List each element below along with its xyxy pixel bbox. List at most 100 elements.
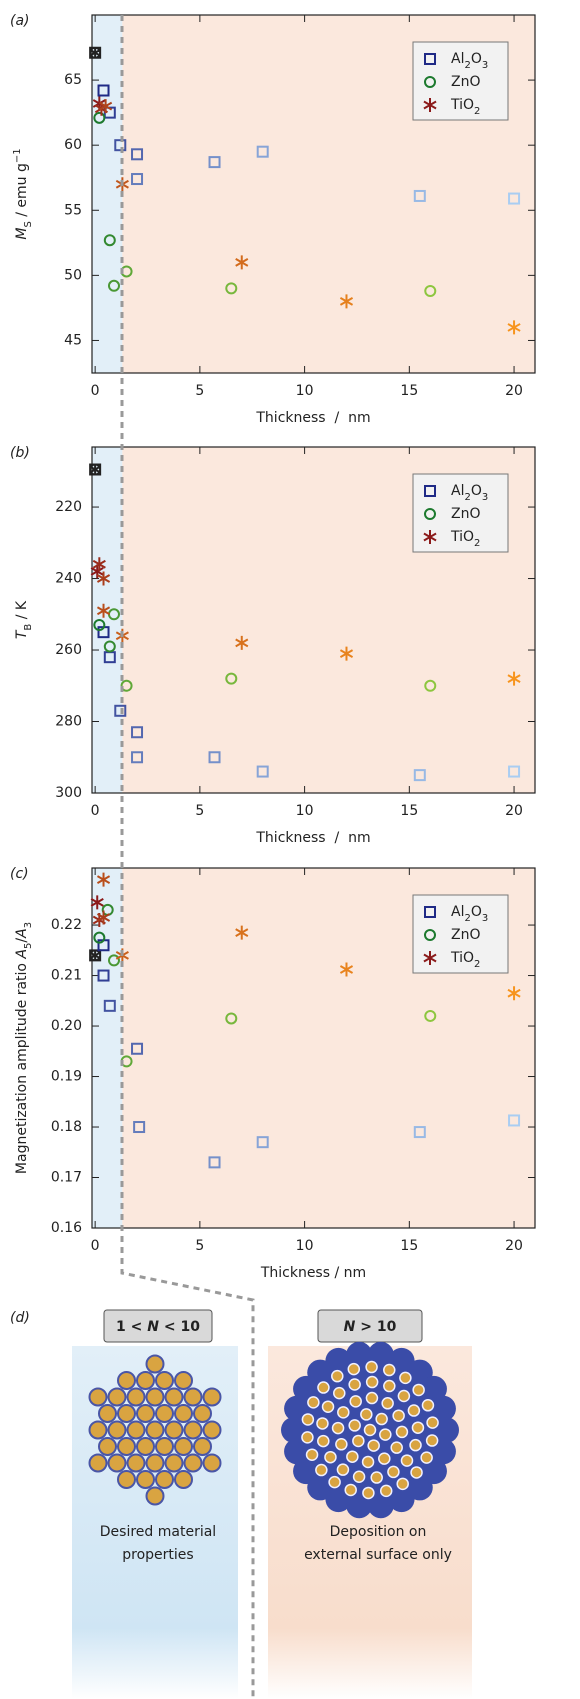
particle [317, 1381, 330, 1394]
particle [375, 1412, 388, 1426]
particle [174, 1437, 193, 1456]
point [133, 1121, 146, 1134]
legend-marker [424, 76, 436, 88]
y-tick-label: 280 [55, 714, 82, 730]
point [103, 640, 116, 653]
y-axis-label-part: −1 [12, 148, 23, 163]
point [96, 571, 111, 586]
y-tick-label: 65 [64, 72, 82, 88]
region-left [92, 868, 123, 1228]
coating [420, 1375, 447, 1402]
point [89, 949, 102, 962]
y-axis-label-part: Magnetization amplitude ratio [14, 959, 30, 1175]
particle [126, 1420, 146, 1440]
point [508, 192, 521, 205]
point [93, 619, 106, 632]
point [107, 279, 120, 292]
box-title-bg [317, 1309, 423, 1343]
legend-label: ZnO [451, 74, 480, 90]
y-tick-label: 220 [55, 499, 82, 515]
particle [174, 1371, 193, 1390]
coating [429, 1395, 456, 1422]
particle [407, 1404, 421, 1417]
x-tick-label: 10 [296, 1238, 314, 1254]
particle [305, 1448, 319, 1461]
point [424, 284, 437, 297]
y-tick-label: 50 [64, 267, 82, 283]
x-tick-label: 20 [505, 383, 523, 399]
particle [365, 1375, 379, 1389]
y-axis-label: Magnetization amplitude ratio A5/A3 [14, 922, 34, 1174]
particle [126, 1387, 146, 1407]
particle [349, 1395, 362, 1408]
box-caption: external surface only [304, 1547, 452, 1563]
particle [421, 1399, 435, 1412]
point [208, 751, 221, 764]
particle [164, 1420, 184, 1440]
y-axis-label-part: / emu g [14, 163, 30, 221]
y-tick-label: 300 [55, 785, 82, 801]
legend-marker [424, 929, 436, 941]
particle [331, 1369, 344, 1383]
legend-marker [424, 906, 436, 918]
y-tick-label: 0.19 [51, 1069, 82, 1085]
particle [410, 1466, 423, 1479]
x-tick-label: 10 [296, 383, 314, 399]
particle [316, 1417, 329, 1430]
x-tick-label: 15 [400, 1238, 418, 1254]
box-title-bg [103, 1309, 213, 1343]
particle [88, 1453, 108, 1473]
point [131, 1042, 144, 1055]
legend-label: Al2O3 [451, 51, 488, 71]
particle [399, 1371, 412, 1385]
particle [397, 1389, 411, 1403]
particle [117, 1404, 136, 1423]
particle [348, 1378, 361, 1391]
point [103, 999, 116, 1012]
particle [136, 1437, 155, 1456]
particle [107, 1387, 127, 1407]
point [89, 46, 102, 59]
y-axis-label-part: M [14, 228, 30, 240]
particle [400, 1454, 414, 1467]
particle [337, 1406, 350, 1419]
y-tick-label: 0.20 [51, 1018, 82, 1034]
panel: 0 5 10 15 20 45 50 55 60 65 Thickness / nm MS / emu… [12, 14, 536, 426]
y-axis-label: MS / emu g−1 [12, 148, 34, 239]
point [131, 148, 144, 161]
particle [346, 1450, 359, 1463]
y-axis-label-part: A [14, 928, 30, 939]
particle [367, 1439, 380, 1452]
coating [346, 1492, 373, 1519]
particle [378, 1452, 391, 1465]
particle [183, 1453, 203, 1473]
particle [396, 1477, 409, 1491]
particle [164, 1453, 184, 1473]
particle [425, 1434, 439, 1447]
legend-label: ZnO [451, 927, 480, 943]
y-tick-label: 0.18 [51, 1119, 82, 1135]
coating [281, 1417, 307, 1443]
region-left [92, 15, 123, 373]
point [107, 954, 120, 967]
particle [202, 1387, 222, 1407]
box-caption: Desired material [100, 1524, 216, 1540]
particle [193, 1437, 212, 1456]
point [97, 84, 110, 97]
point [208, 156, 221, 169]
particle [360, 1408, 373, 1421]
box-caption: Deposition on [330, 1524, 427, 1540]
y-tick-label: 60 [64, 137, 82, 153]
particle [317, 1434, 330, 1448]
particle [347, 1362, 361, 1376]
coating [367, 1492, 394, 1519]
panel: 0 5 10 15 20 220 240 260 280 300 Thickness / nm TB … [14, 446, 536, 846]
particle [352, 1434, 365, 1448]
particle [107, 1420, 127, 1440]
point [508, 1114, 521, 1127]
point [413, 1126, 426, 1139]
particle [336, 1463, 350, 1476]
point [424, 679, 437, 692]
y-axis-label-part: / K [14, 600, 30, 624]
